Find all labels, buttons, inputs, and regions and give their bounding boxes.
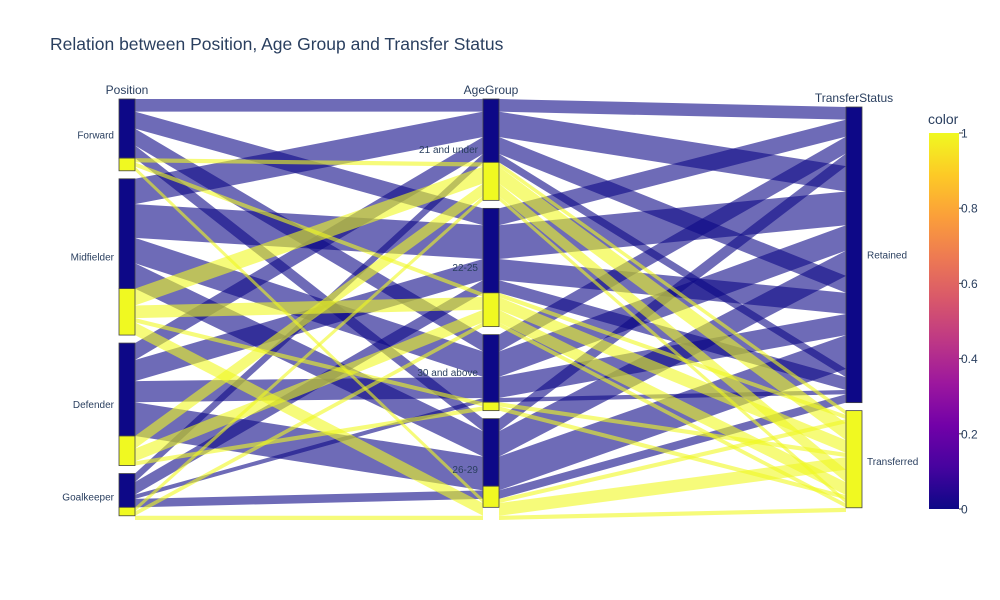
ribbon-30-and-above-to-transferred-yellow[interactable] [499, 406, 846, 500]
chart-title: Relation between Position, Age Group and… [50, 34, 504, 54]
ribbon-goalkeeper-to-22-25-yellow[interactable] [135, 322, 483, 516]
ribbon-goalkeeper-to-26-29-yellow[interactable] [135, 515, 483, 520]
bar-agegroup-26-29-yellow[interactable] [482, 485, 500, 508]
ribbon-forward-to-21-and-under-yellow[interactable] [135, 158, 483, 167]
ribbon-midfielder-to-21-and-under-blue[interactable] [135, 111, 483, 205]
ribbon-forward-to-26-29-yellow[interactable] [135, 166, 483, 504]
ribbon-22-25-to-transferred-yellow[interactable] [499, 292, 846, 420]
ribbon-22-25-to-retained-blue[interactable] [499, 119, 846, 226]
colorbar-tick-label: 0.8 [961, 202, 978, 216]
ribbon-goalkeeper-to-26-29-blue[interactable] [135, 490, 483, 508]
labels-layer: Position Forward Midfielder Defender Goalkee… [62, 83, 918, 503]
bar-position-forward-yellow[interactable] [118, 157, 136, 172]
bar-position-midfielder-yellow[interactable] [118, 288, 136, 336]
ribbon-30-and-above-to-retained-blue[interactable] [499, 136, 846, 352]
category-label-midfielder: Midfielder [71, 252, 115, 263]
bar-agegroup-30-and-above-blue[interactable] [482, 334, 500, 403]
ribbon-midfielder-to-30-and-above-yellow[interactable] [135, 318, 483, 407]
colorbar-tick-label: 0 [961, 503, 968, 517]
ribbon-26-29-to-transferred-yellow[interactable] [499, 457, 846, 516]
category-label-defender: Defender [73, 400, 115, 411]
bar-position-goalkeeper-yellow[interactable] [118, 506, 136, 517]
ribbon-21-and-under-to-retained-blue[interactable] [499, 137, 846, 293]
category-label-forward: Forward [77, 130, 114, 141]
ribbon-22-25-to-transferred-yellow[interactable] [499, 309, 846, 496]
ribbon-midfielder-to-22-25-yellow[interactable] [135, 297, 483, 319]
category-label-22-25: 22-25 [452, 263, 478, 274]
ribbon-goalkeeper-to-21-and-under-yellow[interactable] [135, 196, 483, 512]
colorbar-tick-label: 1 [961, 127, 968, 141]
category-label-26-29: 26-29 [452, 465, 478, 476]
category-label-goalkeeper: Goalkeeper [62, 492, 114, 503]
dimension-label-position: Position [106, 83, 149, 97]
ribbon-21-and-under-to-retained-blue[interactable] [499, 111, 846, 192]
ribbon-defender-to-21-and-under-yellow[interactable] [135, 183, 483, 449]
ribbon-30-and-above-to-retained-blue[interactable] [499, 389, 846, 403]
bar-agegroup-26-29-blue[interactable] [482, 418, 500, 487]
ribbon-21-and-under-to-retained-blue[interactable] [499, 153, 846, 378]
category-label-21-and-under: 21 and under [419, 145, 479, 156]
colorbar-tick-label: 0.6 [961, 277, 978, 291]
bar-position-defender-yellow[interactable] [118, 435, 136, 466]
colorbar-ticks: 0 0.2 0.4 0.6 0.8 1 [959, 127, 978, 517]
ribbon-defender-to-22-25-yellow[interactable] [135, 309, 483, 462]
ribbon-forward-to-21-and-under-blue[interactable] [135, 99, 483, 112]
bar-position-forward-blue[interactable] [118, 98, 136, 159]
colorbar-title: color [928, 111, 959, 127]
bar-position-midfielder-blue[interactable] [118, 178, 136, 290]
bar-agegroup-22-25-yellow[interactable] [482, 292, 500, 328]
dimension-label-agegroup: AgeGroup [464, 83, 519, 97]
bar-position-defender-blue[interactable] [118, 342, 136, 437]
bar-transferstatus-transferred-yellow[interactable] [845, 410, 863, 509]
bar-agegroup-22-25-blue[interactable] [482, 207, 500, 294]
bar-agegroup-21-and-under-yellow[interactable] [482, 161, 500, 201]
ribbon-26-29-to-retained-blue[interactable] [499, 394, 846, 499]
ribbon-midfielder-to-21-and-under-yellow[interactable] [135, 166, 483, 306]
category-bars-layer [118, 98, 863, 517]
ribbon-22-25-to-transferred-yellow[interactable] [499, 322, 846, 508]
colorbar-tick-label: 0.4 [961, 352, 978, 366]
category-label-retained: Retained [867, 250, 907, 261]
colorbar-gradient [929, 133, 959, 509]
category-label-30-and-above: 30 and above [417, 368, 478, 379]
ribbon-defender-to-30-and-above-yellow[interactable] [135, 406, 483, 466]
bar-transferstatus-retained-blue[interactable] [845, 106, 863, 404]
ribbon-26-29-to-transferred-yellow[interactable] [499, 507, 846, 520]
ribbon-21-and-under-to-transferred-yellow[interactable] [499, 196, 846, 504]
ribbon-21-and-under-to-transferred-yellow[interactable] [499, 162, 846, 415]
dimension-label-transferstatus: TransferStatus [815, 91, 893, 105]
colorbar-tick-label: 0.2 [961, 427, 978, 441]
ribbon-21-and-under-to-transferred-yellow[interactable] [499, 183, 846, 483]
colorbar: color 0 0.2 0.4 0.6 0.8 1 [928, 111, 978, 517]
ribbon-21-and-under-to-transferred-yellow[interactable] [499, 166, 846, 441]
category-label-transferred: Transferred [867, 457, 918, 468]
bar-agegroup-30-and-above-yellow[interactable] [482, 401, 500, 412]
ribbons-layer [135, 99, 846, 520]
ribbon-22-25-to-transferred-yellow[interactable] [499, 297, 846, 453]
bar-position-goalkeeper-blue[interactable] [118, 473, 136, 508]
bar-agegroup-21-and-under-blue[interactable] [482, 98, 500, 163]
ribbon-21-and-under-to-retained-blue[interactable] [499, 99, 846, 120]
